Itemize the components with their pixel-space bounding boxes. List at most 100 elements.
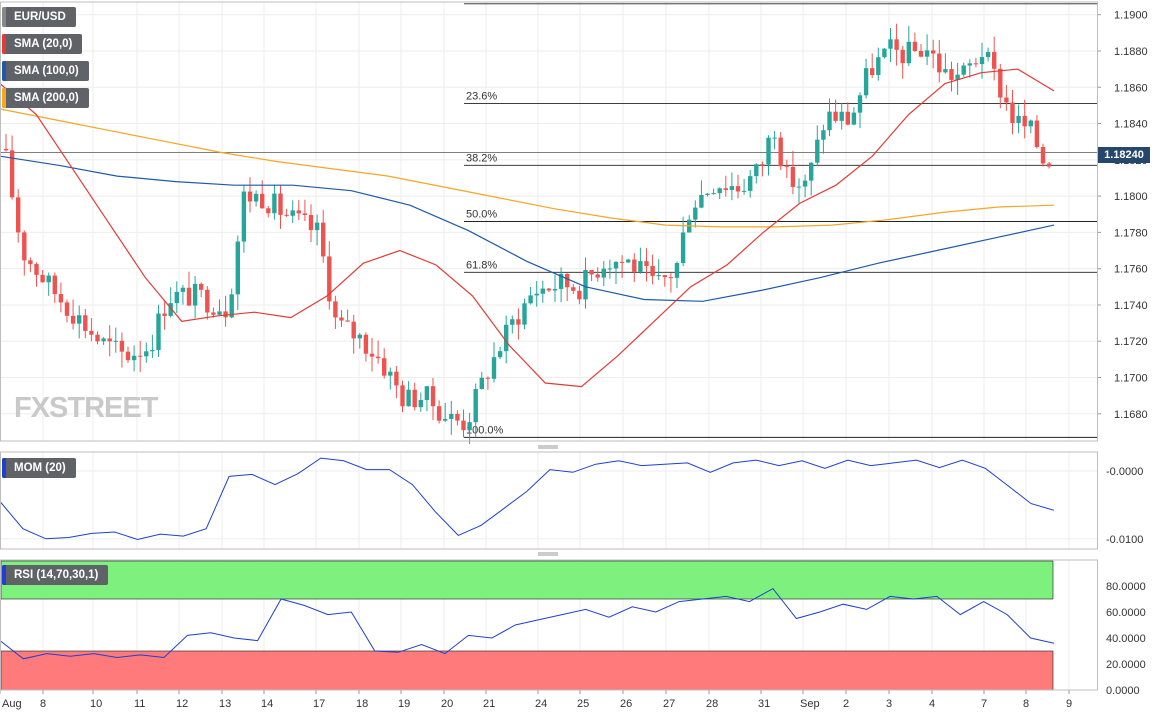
candle-body (272, 193, 277, 214)
candle-body (943, 69, 948, 73)
candle-body (180, 287, 186, 292)
price-tick-label: 1.1720 (1114, 336, 1148, 348)
candle-body (918, 50, 924, 57)
rsi-oversold-zone (0, 650, 1054, 691)
candle-body (870, 68, 875, 75)
candle-body (821, 130, 826, 140)
rsi-tick-label: 60.0000 (1106, 607, 1146, 619)
candle-body (924, 50, 930, 57)
rsi-label: RSI (14,70,30,1) (2, 565, 109, 585)
x-tick-label: 20 (441, 698, 453, 710)
price-frame (0, 1, 1098, 442)
x-tick-label: 24 (535, 698, 547, 710)
candle-body (516, 319, 521, 325)
candle-body (436, 406, 442, 421)
fib-label: 38.2% (466, 152, 497, 164)
candle-body (22, 232, 27, 261)
candle-body (577, 290, 582, 300)
x-tick-label: 8 (1023, 698, 1029, 710)
candle-body (491, 357, 497, 379)
candle-body (394, 371, 399, 386)
rsi-tick-label: 80.0000 (1106, 581, 1146, 593)
candle-body (839, 111, 844, 121)
candle-body (668, 277, 674, 279)
x-tick-label: 21 (483, 698, 495, 710)
candle-body (34, 264, 39, 275)
candle-body (144, 351, 149, 357)
candle-body (754, 164, 759, 177)
candle-body (1028, 120, 1033, 127)
x-tick-label: 17 (313, 698, 325, 710)
candle-body (113, 340, 118, 342)
candle-body (766, 137, 771, 165)
x-tick-label: 28 (706, 698, 718, 710)
x-tick-label: 9 (1066, 698, 1072, 710)
candle-body (443, 418, 448, 421)
candle-body (650, 266, 655, 276)
x-tick-label: 12 (176, 698, 188, 710)
candle-body (314, 222, 320, 231)
sma20-label: SMA (20,0) (2, 34, 83, 54)
candle-body (253, 193, 259, 202)
x-tick-label: 14 (261, 698, 273, 710)
y-axis: 1.1680 1.1700 1.1720 1.1740 1.1760 1.1780 1.18… (1097, 10, 1148, 697)
mom-frame (0, 451, 1098, 550)
candle-body (369, 353, 375, 357)
candle-body (40, 274, 45, 283)
rsi-zones (0, 560, 1054, 691)
candle-body (485, 377, 491, 379)
candle-body (534, 293, 539, 296)
sma200-line (0, 108, 1055, 228)
sma20-line (0, 68, 1055, 388)
x-tick-label: 4 (929, 698, 935, 710)
candle-body (107, 338, 112, 342)
candle-body (241, 191, 247, 242)
candle-body (290, 210, 295, 216)
candle-body (9, 150, 15, 198)
candle-body (522, 303, 527, 325)
candle-body (351, 321, 356, 339)
candle-body (1034, 120, 1040, 148)
candle-body (906, 41, 911, 64)
candle-body (83, 315, 88, 331)
candle-body (796, 186, 802, 188)
candle-body (95, 334, 100, 342)
candle-body (388, 371, 393, 376)
sma100-label: SMA (100,0) (2, 61, 89, 81)
watermark-logo: FXSTREET (14, 392, 158, 424)
rsi-tick-label: 40.0000 (1106, 633, 1146, 645)
candle-body (748, 176, 753, 191)
mom-label: MOM (20) (2, 458, 76, 478)
price-tick-label: 1.1800 (1114, 191, 1148, 203)
symbol-label: EUR/USD (2, 7, 76, 27)
candle-body (89, 330, 94, 335)
rsi-panel (0, 587, 1055, 660)
candle-body (449, 413, 454, 419)
candle-body (382, 358, 387, 376)
candle-body (595, 274, 600, 278)
candle-body (504, 324, 509, 352)
candle-body (711, 193, 716, 195)
candle-body (296, 210, 301, 214)
candle-body (863, 68, 869, 96)
candle-body (558, 273, 564, 289)
x-tick-label: 31 (758, 698, 770, 710)
momentum-panel (0, 457, 1055, 541)
candle-body (601, 268, 606, 278)
candle-body (168, 303, 173, 316)
fib-label: 61.8% (466, 259, 497, 271)
candle-body (58, 294, 64, 303)
candle-body (882, 48, 887, 58)
candle-body (827, 111, 832, 131)
candle-body (802, 180, 808, 187)
candle-body (321, 222, 326, 257)
x-tick-label: 25 (577, 698, 589, 710)
candle-body (418, 399, 423, 408)
candle-body (741, 190, 747, 192)
x-axis: Aug 8 10 11 12 13 14 17 18 19 20 21 24 25 26 27 28 31 Sep 2… (0, 690, 1072, 710)
candle-body (674, 262, 680, 278)
last-price-tag: 1.18240 (1098, 147, 1150, 163)
candle-body (138, 355, 143, 357)
candle-body (412, 389, 417, 408)
candle-body (760, 164, 765, 166)
